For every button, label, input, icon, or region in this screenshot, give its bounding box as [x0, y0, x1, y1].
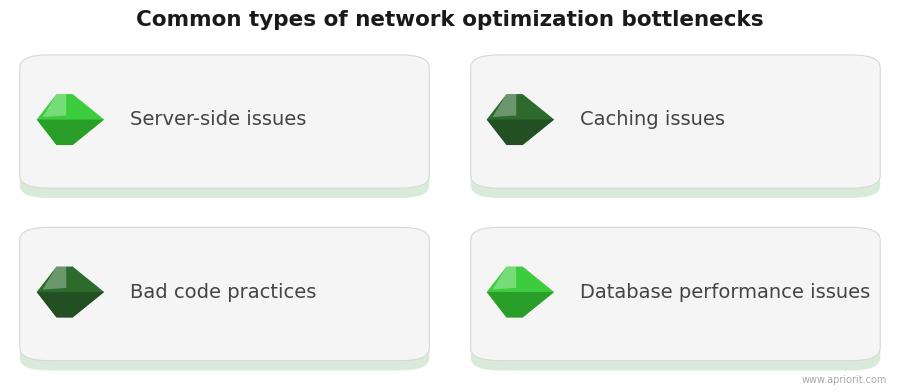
- FancyBboxPatch shape: [20, 55, 429, 188]
- Polygon shape: [37, 120, 104, 145]
- Polygon shape: [42, 94, 67, 117]
- FancyBboxPatch shape: [471, 65, 880, 198]
- Polygon shape: [492, 267, 517, 289]
- Polygon shape: [492, 94, 517, 117]
- Text: Server-side issues: Server-side issues: [130, 110, 307, 129]
- Polygon shape: [42, 267, 67, 289]
- Polygon shape: [487, 94, 554, 145]
- Text: Bad code practices: Bad code practices: [130, 283, 317, 301]
- FancyBboxPatch shape: [20, 65, 429, 198]
- Polygon shape: [487, 267, 554, 318]
- Polygon shape: [487, 292, 554, 318]
- Polygon shape: [37, 267, 104, 318]
- Polygon shape: [37, 292, 104, 318]
- FancyBboxPatch shape: [471, 227, 880, 361]
- FancyBboxPatch shape: [20, 237, 429, 370]
- Text: Caching issues: Caching issues: [580, 110, 725, 129]
- Polygon shape: [487, 120, 554, 145]
- FancyBboxPatch shape: [471, 237, 880, 370]
- Text: Common types of network optimization bottlenecks: Common types of network optimization bot…: [136, 10, 764, 30]
- FancyBboxPatch shape: [471, 55, 880, 188]
- FancyBboxPatch shape: [20, 227, 429, 361]
- Text: Database performance issues: Database performance issues: [580, 283, 871, 301]
- Text: www.apriorit.com: www.apriorit.com: [801, 375, 886, 385]
- Polygon shape: [37, 94, 104, 145]
